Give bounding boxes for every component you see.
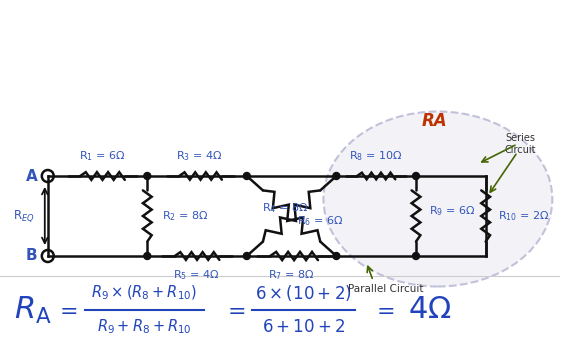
Text: $R_{\mathsf{A}}$: $R_{\mathsf{A}}$: [14, 294, 52, 325]
Text: R$_7$ = 8Ω: R$_7$ = 8Ω: [269, 268, 315, 282]
Circle shape: [144, 172, 151, 180]
Text: R$_{10}$ = 2Ω: R$_{10}$ = 2Ω: [498, 209, 549, 223]
Circle shape: [144, 252, 151, 259]
Text: R$_2$ = 8Ω: R$_2$ = 8Ω: [162, 209, 209, 223]
Ellipse shape: [323, 111, 552, 287]
Text: A: A: [26, 169, 38, 183]
Circle shape: [413, 172, 419, 180]
Circle shape: [243, 172, 251, 180]
Text: $=$: $=$: [372, 300, 395, 320]
Text: R$_8$ = 10Ω: R$_8$ = 10Ω: [350, 149, 403, 163]
Text: $R_9 + R_8 + R_{10}$: $R_9 + R_8 + R_{10}$: [97, 318, 191, 336]
Text: R$_9$ = 6Ω: R$_9$ = 6Ω: [429, 204, 476, 218]
Text: $=$: $=$: [223, 300, 245, 320]
Text: R$_3$ = 4Ω: R$_3$ = 4Ω: [176, 149, 222, 163]
Text: Series
Circuit: Series Circuit: [505, 133, 536, 155]
Text: $6 \times (10 + 2)$: $6 \times (10 + 2)$: [255, 283, 352, 303]
Text: Parallel Circuit: Parallel Circuit: [348, 284, 424, 294]
Text: R$_4$ = 8Ω: R$_4$ = 8Ω: [262, 201, 309, 215]
Circle shape: [243, 252, 251, 259]
Text: R$_6$ = 6Ω: R$_6$ = 6Ω: [297, 214, 343, 228]
Text: R$_1$ = 6Ω: R$_1$ = 6Ω: [79, 149, 126, 163]
Text: R$_5$ = 4Ω: R$_5$ = 4Ω: [173, 268, 220, 282]
Text: $4\Omega$: $4\Omega$: [408, 295, 452, 324]
Text: $6 + 10 + 2$: $6 + 10 + 2$: [262, 318, 345, 336]
Text: RA: RA: [422, 112, 448, 130]
Circle shape: [333, 172, 340, 180]
Text: B: B: [26, 248, 38, 264]
Circle shape: [413, 252, 419, 259]
Circle shape: [333, 252, 340, 259]
Text: $R_9 \times (R_8 + R_{10})$: $R_9 \times (R_8 + R_{10})$: [91, 284, 197, 302]
Text: $=$: $=$: [55, 300, 77, 320]
Text: R$_{EQ}$: R$_{EQ}$: [13, 208, 35, 224]
